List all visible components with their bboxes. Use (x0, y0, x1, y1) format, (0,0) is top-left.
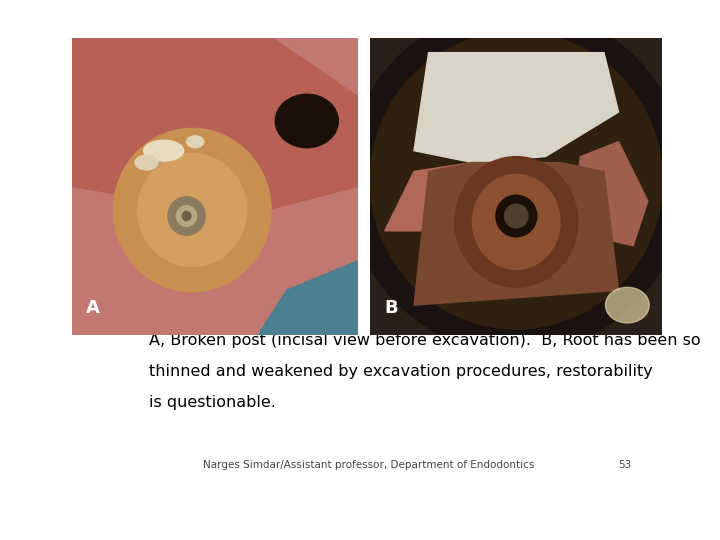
Polygon shape (414, 52, 618, 163)
Polygon shape (414, 163, 618, 305)
Circle shape (182, 212, 191, 220)
Text: 53: 53 (618, 460, 631, 470)
Circle shape (168, 197, 205, 235)
Polygon shape (569, 141, 648, 246)
Polygon shape (384, 163, 472, 231)
Polygon shape (258, 261, 359, 335)
Ellipse shape (114, 129, 271, 292)
Ellipse shape (138, 153, 247, 267)
Text: A: A (86, 299, 100, 317)
Ellipse shape (275, 94, 338, 147)
Text: Narges Simdar/Assistant professor, Department of Endodontics: Narges Simdar/Assistant professor, Depar… (203, 460, 535, 470)
Ellipse shape (135, 155, 158, 170)
Text: A, Broken post (incisal view before excavation).  B, Root has been so: A, Broken post (incisal view before exca… (148, 333, 701, 348)
Ellipse shape (496, 195, 536, 237)
Ellipse shape (143, 140, 184, 161)
Text: B: B (384, 299, 398, 317)
Ellipse shape (472, 174, 560, 269)
Ellipse shape (606, 287, 649, 323)
Circle shape (347, 8, 685, 353)
Circle shape (176, 206, 197, 226)
Ellipse shape (505, 204, 528, 228)
Text: is questionable.: is questionable. (148, 395, 276, 410)
Circle shape (370, 32, 662, 329)
Ellipse shape (186, 136, 204, 147)
Ellipse shape (455, 157, 577, 287)
Text: thinned and weakened by excavation procedures, restorability: thinned and weakened by excavation proce… (148, 364, 652, 379)
Polygon shape (72, 38, 359, 216)
